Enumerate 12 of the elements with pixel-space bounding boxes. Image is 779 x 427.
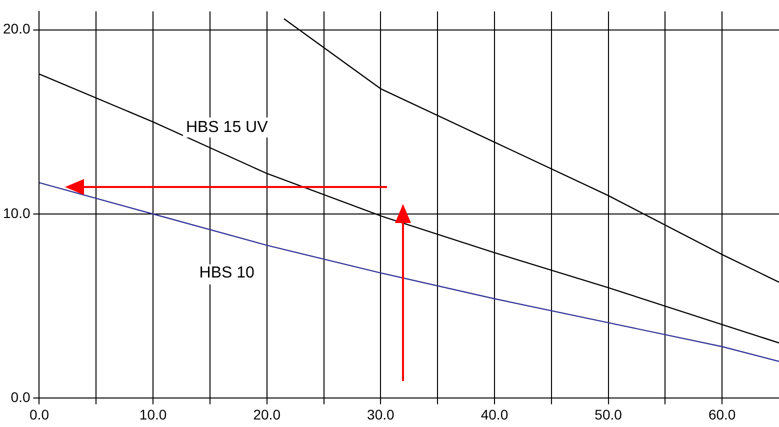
y-tick-label: 10.0 <box>3 204 30 221</box>
x-tick-label: 40.0 <box>480 406 508 422</box>
y-tick-label: 0.0 <box>10 389 30 406</box>
x-tick-label: 0.0 <box>30 406 50 422</box>
x-tick-label: 60.0 <box>708 406 736 422</box>
x-tick-label: 20.0 <box>253 406 281 422</box>
x-tick-label: 30.0 <box>367 406 395 422</box>
x-tick-label: 50.0 <box>594 406 622 422</box>
x-tick-label: 10.0 <box>139 406 167 422</box>
series-label: HBS 10 <box>199 264 255 282</box>
y-tick-label: 20.0 <box>3 20 30 37</box>
series-label: HBS 15 UV <box>186 118 268 136</box>
